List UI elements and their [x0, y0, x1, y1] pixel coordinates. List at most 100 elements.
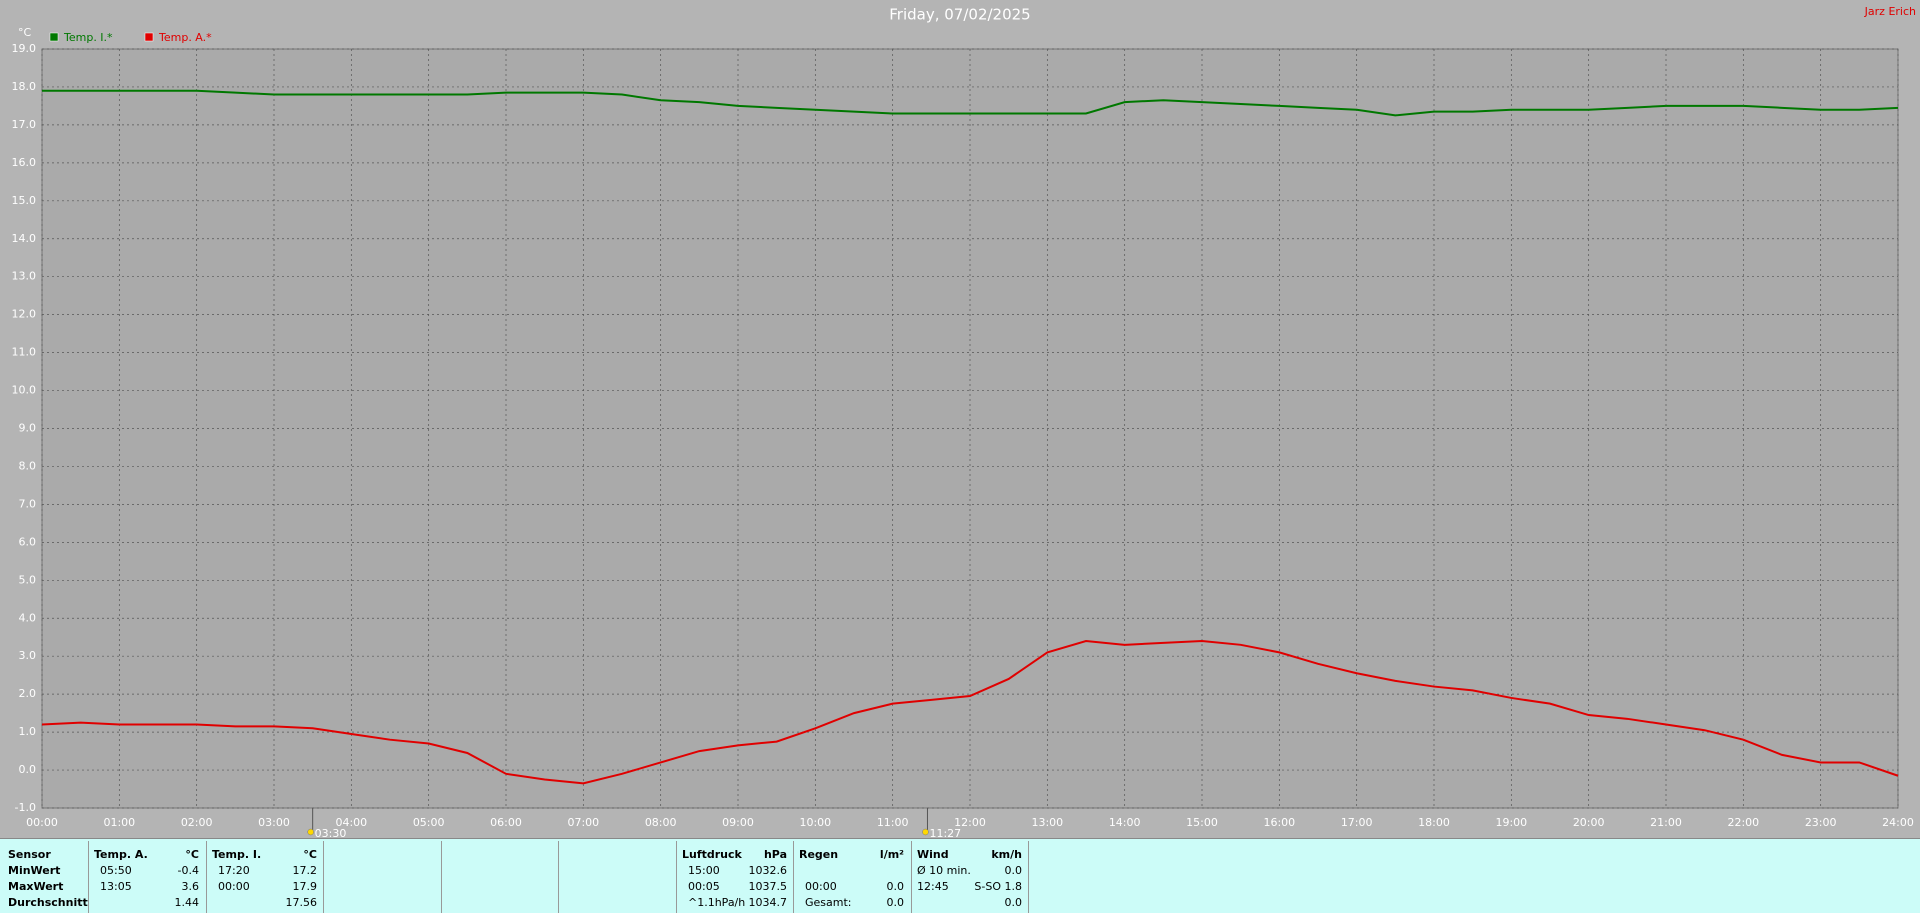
summary-cell: Luftdruck [682, 848, 742, 861]
column-separator [911, 841, 912, 913]
y-tick-label: 3.0 [19, 649, 37, 662]
summary-cell: Ø 10 min. [917, 864, 971, 877]
y-tick-label: 4.0 [19, 611, 37, 624]
x-tick-label: 13:00 [1031, 816, 1063, 829]
column-separator [558, 841, 559, 913]
annotation-label: 11:27 [929, 827, 961, 838]
x-tick-label: 08:00 [645, 816, 677, 829]
y-tick-label: 12.0 [12, 308, 37, 321]
summary-cell: 13:05 [100, 880, 132, 893]
y-tick-label: 13.0 [12, 270, 37, 283]
line-series [41, 640, 1899, 785]
summary-cell: Temp. I. [212, 848, 262, 861]
summary-cell: 0.0 [1004, 896, 1023, 909]
y-tick-label: 0.0 [19, 763, 37, 776]
y-tick-label: 1.0 [19, 725, 37, 738]
legend-swatch [144, 32, 154, 42]
x-tick-label: 10:00 [799, 816, 831, 829]
column-separator [676, 841, 677, 913]
summary-cell: °C [185, 848, 199, 861]
x-tick-label: 04:00 [335, 816, 367, 829]
y-tick-label: 15.0 [12, 194, 37, 207]
x-tick-label: 00:00 [26, 816, 58, 829]
y-tick-label: 18.0 [12, 80, 37, 93]
legend-label: Temp. A.* [158, 31, 212, 44]
summary-cell: 1.44 [174, 896, 200, 909]
summary-cell: Temp. A. [94, 848, 148, 861]
summary-cell: 0.0 [886, 896, 905, 909]
y-tick-label: 2.0 [19, 687, 37, 700]
y-tick-label: 5.0 [19, 573, 37, 586]
summary-cell: MaxWert [8, 880, 64, 893]
annotation-icon [307, 828, 314, 836]
y-tick-label: 11.0 [12, 346, 37, 359]
summary-cell: l/m² [879, 848, 904, 861]
x-tick-label: 22:00 [1727, 816, 1759, 829]
summary-cell: 1034.7 [748, 896, 788, 909]
line-series [42, 89, 1899, 117]
summary-cell: km/h [991, 848, 1022, 861]
summary-cell: 0.0 [1004, 864, 1023, 877]
x-tick-label: 24:00 [1882, 816, 1914, 829]
summary-cell: MinWert [8, 864, 61, 877]
x-tick-label: 17:00 [1341, 816, 1373, 829]
summary-cell: 05:50 [100, 864, 132, 877]
y-tick-label: 14.0 [12, 232, 37, 245]
summary-cell: Wind [917, 848, 949, 861]
legend-label: Temp. I.* [63, 31, 113, 44]
station-name: Jarz Erich [1864, 5, 1916, 18]
y-tick-label: 8.0 [19, 459, 37, 472]
summary-panel: Sensor MinWert MaxWert Durchschnitt Temp. A.… [0, 838, 1920, 913]
summary-cell: S-SO 1.8 [974, 880, 1022, 893]
x-tick-label: 15:00 [1186, 816, 1218, 829]
x-tick-label: 07:00 [567, 816, 599, 829]
chart-title: Friday, 07/02/2025 [889, 6, 1030, 24]
column-separator [793, 841, 794, 913]
summary-cell: 17.9 [292, 880, 318, 893]
summary-cell: 1037.5 [748, 880, 788, 893]
annotation-label: 03:30 [315, 827, 347, 838]
summary-cell: 17:20 [218, 864, 250, 877]
summary-cell: 0.0 [886, 880, 905, 893]
y-tick-label: -1.0 [15, 801, 36, 814]
column-separator [206, 841, 207, 913]
x-tick-label: 12:00 [954, 816, 986, 829]
summary-cell: hPa [763, 848, 787, 861]
summary-cell: 12:45 [917, 880, 949, 893]
x-tick-label: 19:00 [1495, 816, 1527, 829]
x-tick-label: 11:00 [877, 816, 909, 829]
x-tick-label: 01:00 [103, 816, 135, 829]
summary-cell: 17.2 [292, 864, 318, 877]
y-tick-label: 6.0 [19, 535, 37, 548]
y-axis-label: °C [18, 26, 32, 39]
chart: Friday, 07/02/2025 Jarz Erich °C 19.0 18.… [12, 5, 1917, 838]
summary-cell: 15:00 [688, 864, 720, 877]
y-tick-label: 16.0 [12, 156, 37, 169]
summary-cell: -0.4 [177, 864, 199, 877]
x-tick-label: 06:00 [490, 816, 522, 829]
x-tick-label: 20:00 [1573, 816, 1605, 829]
summary-cell: 00:00 [218, 880, 250, 893]
x-tick-label: 09:00 [722, 816, 754, 829]
column-separator [323, 841, 324, 913]
summary-cell: 00:05 [688, 880, 720, 893]
x-tick-label: 16:00 [1263, 816, 1295, 829]
column-separator [88, 841, 89, 913]
x-tick-label: 14:00 [1109, 816, 1141, 829]
x-tick-label: 02:00 [181, 816, 213, 829]
summary-cell: 3.6 [181, 880, 200, 893]
summary-cell: Regen [799, 848, 839, 861]
y-tick-label: 10.0 [12, 384, 37, 397]
x-tick-label: 23:00 [1805, 816, 1837, 829]
x-tick-label: 18:00 [1418, 816, 1450, 829]
y-tick-label: 7.0 [19, 497, 37, 510]
summary-cell: Gesamt: [805, 896, 852, 909]
column-separator [1028, 841, 1029, 913]
summary-cell: 00:00 [805, 880, 837, 893]
x-tick-label: 03:00 [258, 816, 290, 829]
summary-cell: Sensor [8, 848, 51, 861]
summary-cell: °C [303, 848, 317, 861]
summary-cell: Durchschnitt [8, 896, 88, 909]
y-tick-label: 19.0 [12, 42, 37, 55]
